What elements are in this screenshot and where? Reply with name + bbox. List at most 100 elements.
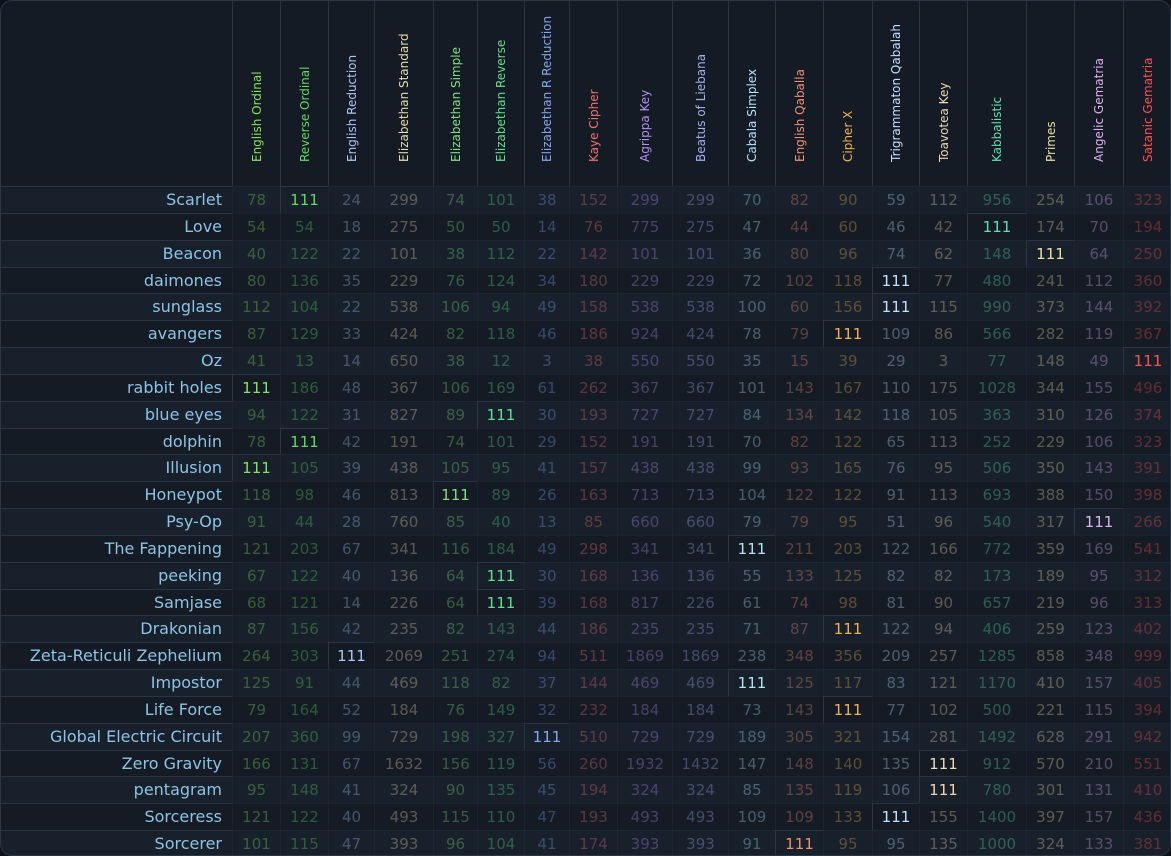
cell-value: 18 (328, 212, 374, 240)
column-header: Cipher X (823, 1, 872, 186)
cell-value: 14 (328, 588, 374, 616)
cell-value: 40 (477, 508, 524, 535)
cell-value: 64 (1074, 239, 1123, 267)
row-label: Love (1, 212, 232, 240)
cell-value: 133 (1074, 830, 1123, 855)
row-label: Honeypot (1, 481, 232, 508)
cell-value: 144 (1074, 293, 1123, 321)
cell-value: 158 (569, 293, 617, 321)
cell-value: 111 (232, 454, 280, 482)
cell-value: 194 (569, 776, 617, 804)
cell-value: 38 (433, 347, 477, 374)
cell-value: 540 (967, 508, 1026, 535)
cell-value: 156 (823, 293, 872, 321)
cell-value: 133 (823, 803, 872, 831)
column-header: Agrippa Key (617, 1, 672, 186)
cell-value: 95 (232, 776, 280, 804)
cell-value: 729 (672, 722, 728, 750)
cell-value: 24 (328, 186, 374, 213)
cell-value: 111 (872, 266, 919, 294)
cell-value: 123 (1074, 615, 1123, 643)
column-title: Cipher X (841, 110, 855, 162)
column-header: English Ordinal (232, 1, 280, 186)
cell-value: 111 (433, 481, 477, 509)
cell-value: 48 (328, 373, 374, 401)
cell-value: 813 (374, 481, 433, 509)
cell-value: 251 (433, 642, 477, 670)
cell-value: 402 (1123, 615, 1170, 643)
cell-value: 54 (280, 212, 328, 240)
cell-value: 77 (967, 347, 1026, 374)
row-stripe (1, 830, 1170, 855)
cell-value: 56 (524, 749, 569, 777)
cell-value: 74 (433, 427, 477, 455)
cell-value: 122 (775, 481, 823, 509)
cell-value: 82 (433, 320, 477, 348)
cell-value: 999 (1123, 642, 1170, 670)
cell-value: 148 (967, 239, 1026, 267)
cell-value: 44 (524, 615, 569, 643)
cell-value: 186 (569, 320, 617, 348)
column-header: Toavotea Key (919, 1, 967, 186)
cell-value: 85 (728, 776, 775, 804)
cell-value: 393 (617, 830, 672, 855)
cell-value: 91 (872, 481, 919, 509)
cell-value: 324 (1026, 830, 1074, 855)
cell-value: 298 (569, 534, 617, 562)
cell-value: 136 (374, 561, 433, 589)
cell-value: 90 (433, 776, 477, 804)
cell-value: 1869 (617, 642, 672, 670)
cell-value: 727 (672, 400, 728, 428)
cell-value: 510 (569, 722, 617, 750)
cell-value: 264 (232, 642, 280, 670)
cell-value: 102 (775, 266, 823, 294)
column-header: English Qaballa (775, 1, 823, 186)
cell-value: 111 (524, 722, 569, 750)
cell-value: 350 (1026, 454, 1074, 482)
cell-value: 122 (280, 400, 328, 428)
cell-value: 104 (280, 293, 328, 321)
cell-value: 64 (433, 561, 477, 589)
cell-value: 143 (1074, 454, 1123, 482)
cell-value: 140 (823, 749, 872, 777)
cell-value: 95 (477, 454, 524, 482)
cell-value: 60 (775, 293, 823, 321)
cell-value: 65 (872, 427, 919, 455)
cell-value: 173 (967, 561, 1026, 589)
cell-value: 198 (433, 722, 477, 750)
row-label: Impostor (1, 669, 232, 696)
cell-value: 95 (823, 830, 872, 855)
cell-value: 3 (524, 347, 569, 374)
cell-value: 493 (672, 803, 728, 831)
cell-value: 348 (1074, 642, 1123, 670)
row-label: Life Force (1, 695, 232, 723)
cell-value: 438 (374, 454, 433, 482)
cell-value: 39 (823, 347, 872, 374)
cell-value: 367 (672, 373, 728, 401)
cell-value: 133 (775, 561, 823, 589)
cell-value: 79 (775, 508, 823, 535)
cell-value: 31 (328, 400, 374, 428)
column-header: Primes (1026, 1, 1074, 186)
cell-value: 28 (328, 508, 374, 535)
cell-value: 312 (1123, 561, 1170, 589)
cell-value: 112 (232, 293, 280, 321)
cell-value: 101 (728, 373, 775, 401)
cell-value: 26 (524, 481, 569, 509)
cell-value: 42 (919, 212, 967, 240)
cell-value: 67 (232, 561, 280, 589)
cell-value: 98 (823, 588, 872, 616)
cell-value: 115 (1074, 695, 1123, 723)
column-title: English Ordinal (249, 71, 264, 162)
cell-value: 74 (433, 186, 477, 213)
cell-value: 134 (775, 400, 823, 428)
column-title: English Qaballa (792, 69, 807, 162)
column-header: Elizabethan Simple (433, 1, 477, 186)
cell-value: 22 (524, 239, 569, 267)
cell-value: 122 (872, 534, 919, 562)
row-stripe (1, 776, 1170, 804)
cell-value: 2069 (374, 642, 433, 670)
cell-value: 194 (1123, 212, 1170, 240)
column-title: Cabala Simplex (745, 68, 759, 162)
column-title: Elizabethan Standard (397, 33, 411, 162)
